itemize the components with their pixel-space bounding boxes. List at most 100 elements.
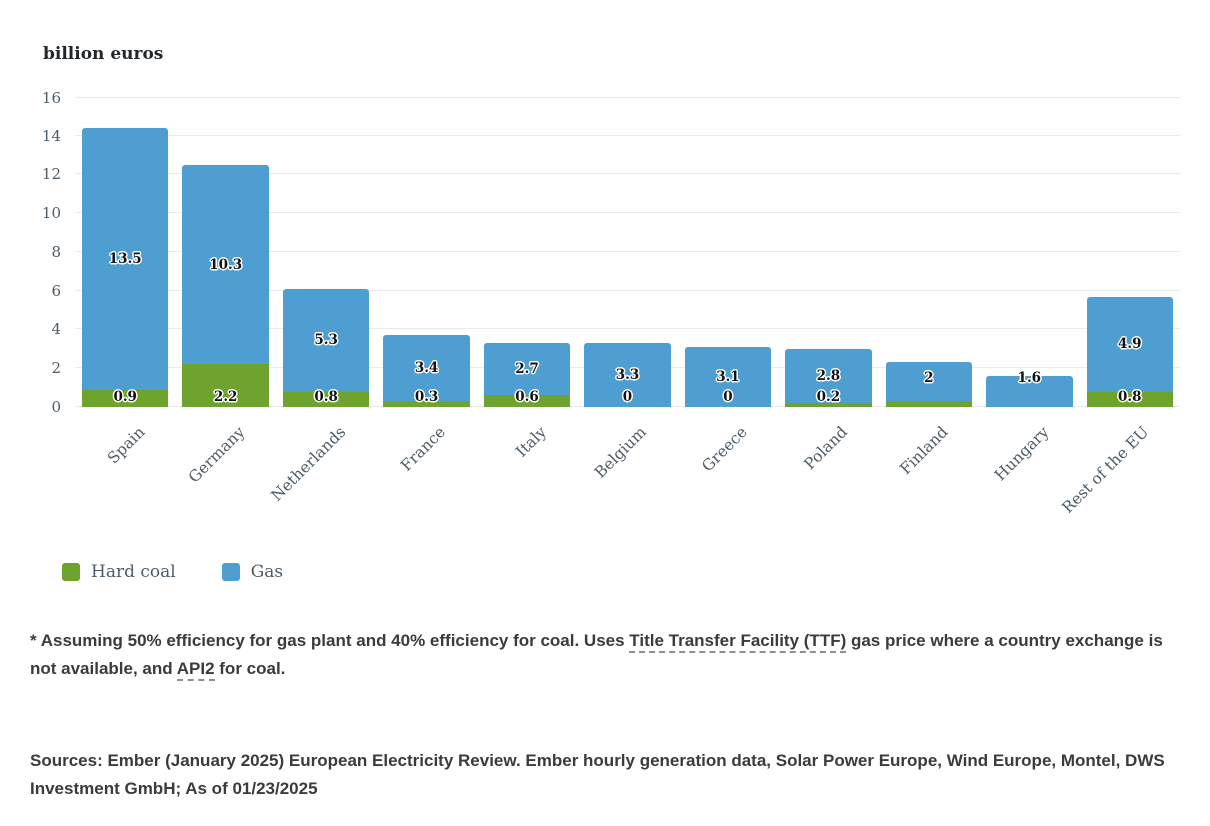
bar: 13.5 0.9 [82,128,169,407]
bar-slot: 3.3 0 [577,97,677,407]
bar-value-label: 2.8 [816,368,841,384]
gas-segment [885,362,973,402]
y-tick-label: 12 [41,165,61,183]
text-run: * Assuming 50% efficiency for gas plant … [30,631,630,650]
gridline [75,251,1180,252]
bar-slot: 1.6 [979,97,1079,407]
underlined-term: Title Transfer Facility (TTF) [629,631,847,653]
bar-slot: 2 [879,97,979,407]
hard-coal-segment [885,401,973,407]
gas-segment [383,335,470,402]
x-tick-label: Italy [512,423,550,461]
bar-value-label: 0 [622,389,633,405]
bar-value-label: 3.4 [414,360,439,377]
gridline [75,328,1180,329]
hard-coal-segment [383,401,470,407]
hard-coal-segment [785,403,872,407]
footnote: * Assuming 50% efficiency for gas plant … [30,627,1188,683]
x-slot: Netherlands [267,409,376,557]
gas-segment [1086,296,1173,392]
bar-value-label: 3.3 [615,367,640,384]
y-tick-label: 2 [51,359,61,377]
x-axis-labels: Spain Germany Netherlands France Italy Belgiu… [75,409,1180,557]
bar-slot: 2.7 0.6 [477,97,577,407]
bar-value-label: 2.7 [515,361,539,378]
x-slot: Germany [175,409,275,557]
x-tick-label: Germany [185,423,249,487]
bar: 3.4 0.3 [383,335,470,407]
bar-value-label: 0 [723,389,733,405]
bar-value-label: 4.9 [1118,336,1142,353]
x-slot: Finland [879,409,979,557]
x-tick-label: Poland [800,423,852,474]
sources-note: Sources: Ember (January 2025) European E… [30,751,1165,799]
legend-swatch [221,563,240,581]
gas-segment [282,288,370,392]
y-tick-label: 14 [41,127,61,145]
gas-segment [684,346,772,407]
y-tick-label: 16 [41,89,61,107]
bar: 3.1 0 [684,346,772,407]
hard-coal-segment [483,395,571,407]
bar-value-label: 2.2 [213,389,238,405]
bar-value-label: 0.8 [314,389,338,405]
bar: 2.7 0.6 [483,343,571,407]
x-slot: Rest of the EU [1059,409,1180,557]
x-tick-label: Greece [698,423,751,476]
x-tick-label: Netherlands [267,423,349,505]
y-tick-label: 10 [41,204,61,222]
underlined-term: API2 [176,659,215,682]
text-run: for coal. [214,659,286,679]
bar: 3.3 0 [584,343,671,407]
legend-item: Hard coal [62,562,176,582]
bar: 1.6 [986,370,1073,407]
bar-value-label: 0.6 [515,389,539,405]
gridline [75,97,1180,98]
x-slot: Poland [778,409,878,557]
x-slot: Spain [75,409,175,557]
legend-swatch [62,563,80,581]
gas-segment [584,343,671,407]
bar: 2 [885,362,973,407]
gridline [75,290,1180,291]
gridline [75,173,1180,174]
hard-coal-segment [182,364,269,407]
bar-value-label: 0.3 [414,389,439,405]
bar-value-label: 3.1 [716,368,740,385]
hard-coal-segment [282,391,370,407]
chart-title: billion euros [43,44,164,64]
bar-value-label: 5.3 [314,332,338,349]
bar-slot: 13.5 0.9 [75,97,175,407]
gridline [75,212,1180,213]
hard-coal-segment [82,389,169,407]
y-tick-label: 8 [51,243,61,261]
x-tick-label: France [397,423,450,475]
bar-slot: 2.8 0.2 [778,97,878,407]
text-run: gas price where a country exchange is no… [30,631,1163,679]
bar: 10.3 2.2 [182,164,269,407]
x-slot: Greece [678,409,778,557]
bar: 4.9 0.8 [1086,296,1173,407]
y-tick-label: 6 [51,282,61,300]
bar-slot: 10.3 2.2 [175,97,275,407]
bar-value-label: 1.6 [1017,370,1042,386]
legend-label: Hard coal [91,562,176,582]
bar-value-label: 0.2 [816,389,841,405]
plot-area: 0 2 4 6 8 10 12 14 16 13.5 0.9 10.3 2.2 5.3 0.8 3.4 0.3 2… [42,89,1180,416]
gas-segment [785,348,872,404]
hard-coal-segment [1086,391,1173,407]
bar-value-label: 0.8 [1118,389,1142,405]
legend-label: Gas [250,562,284,582]
bar-slot: 3.4 0.3 [376,97,476,407]
bar: 5.3 0.8 [282,288,370,407]
y-tick-label: 0 [51,398,61,416]
x-tick-label: Finland [896,423,952,479]
bar: 2.8 0.2 [785,348,872,407]
x-tick-label: Belgium [591,423,651,482]
bar-slot: 3.1 0 [678,97,778,407]
gridline [75,135,1180,136]
bar-slot: 4.9 0.8 [1080,97,1180,407]
x-slot: Italy [477,409,577,557]
legend: Hard coal Gas [62,562,283,582]
